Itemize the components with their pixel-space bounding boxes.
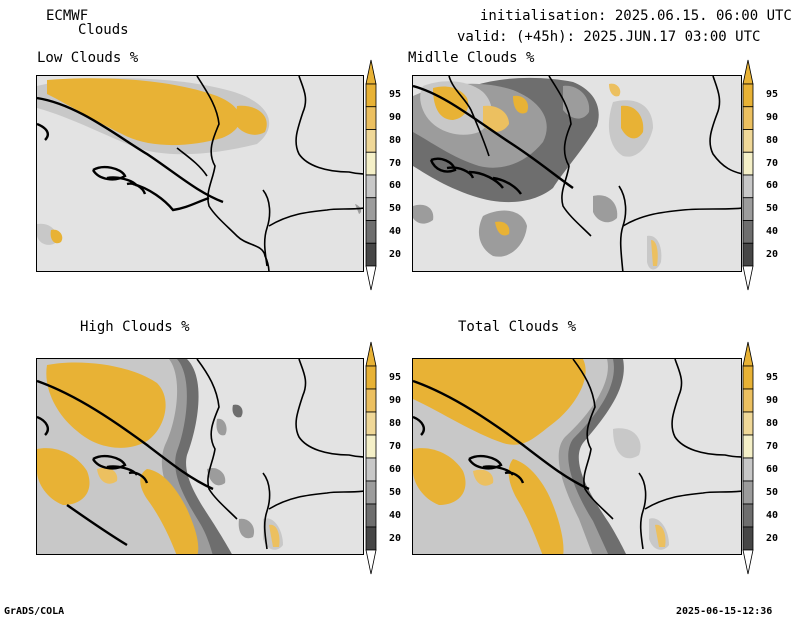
high-clouds-title: High Clouds % [80, 319, 190, 335]
colorbar-label: 40 [389, 225, 402, 237]
total-clouds-colorbar: 95 90 80 70 60 50 40 20 [742, 341, 778, 575]
colorbar-label: 70 [389, 440, 402, 452]
colorbar-swatch [365, 480, 377, 505]
model-name: ECMWF [46, 8, 89, 24]
colorbar-label: 95 [766, 89, 779, 101]
colorbar-swatch [365, 174, 377, 199]
colorbar-swatch [742, 197, 754, 221]
colorbar-top-arrow [365, 341, 377, 367]
colorbar-swatch [365, 457, 377, 482]
middle-clouds-colorbar: 95 90 80 70 60 50 40 20 [742, 59, 778, 291]
colorbar-top-arrow [742, 341, 754, 367]
colorbar-label: 80 [766, 134, 779, 146]
colorbar-graphic [365, 341, 377, 575]
colorbar-bottom-arrow [365, 549, 377, 575]
colorbar-swatch [742, 411, 754, 436]
colorbar-swatch [742, 151, 754, 176]
colorbar-label: 95 [766, 371, 779, 383]
colorbar-label: 60 [766, 180, 779, 192]
colorbar-swatch [365, 365, 377, 390]
colorbar-label: 60 [389, 180, 402, 192]
colorbar-label: 40 [766, 225, 779, 237]
colorbar-swatch [365, 220, 377, 244]
colorbar-swatch [365, 242, 377, 267]
colorbar-label: 50 [389, 486, 402, 498]
colorbar-swatch [365, 434, 377, 459]
colorbar-swatch [365, 151, 377, 176]
colorbar-swatch [365, 503, 377, 528]
total-clouds-title: Total Clouds % [458, 319, 577, 335]
middle-clouds-title: Midlle Clouds % [408, 50, 535, 66]
footer-timestamp: 2025-06-15-12:36 [676, 606, 773, 617]
colorbar-swatch [365, 83, 377, 108]
colorbar-swatch [742, 526, 754, 551]
colorbar-swatch [742, 388, 754, 413]
middle-clouds-map [412, 75, 742, 272]
colorbar-label: 80 [389, 134, 402, 146]
colorbar-label: 40 [389, 509, 402, 521]
colorbar-label: 20 [389, 248, 402, 260]
colorbar-swatch [742, 220, 754, 244]
colorbar-swatch [742, 365, 754, 390]
colorbar-label: 20 [766, 248, 779, 260]
colorbar-label: 95 [389, 89, 402, 101]
colorbar-label: 60 [389, 463, 402, 475]
colorbar-swatch [742, 129, 754, 153]
colorbar-swatch [365, 388, 377, 413]
colorbar-label: 90 [766, 394, 779, 406]
colorbar-label: 70 [766, 440, 779, 452]
colorbar-label: 40 [766, 509, 779, 521]
total-clouds-map [412, 358, 742, 555]
footer-software: GrADS/COLA [4, 606, 65, 617]
colorbar-label: 70 [766, 157, 779, 169]
colorbar-swatch [365, 106, 377, 130]
colorbar-swatch [365, 411, 377, 436]
colorbar-swatch [365, 197, 377, 221]
colorbar-label: 80 [766, 417, 779, 429]
colorbar-graphic [742, 59, 754, 291]
low-clouds-field [37, 76, 363, 271]
low-clouds-map [36, 75, 364, 272]
colorbar-swatch [365, 129, 377, 153]
colorbar-graphic [742, 341, 754, 575]
high-clouds-colorbar: 95 90 80 70 60 50 40 20 [365, 341, 401, 575]
initialisation-time: initialisation: 2025.06.15. 06:00 UTC [480, 8, 792, 24]
middle-clouds-field [413, 76, 741, 271]
colorbar-label: 70 [389, 157, 402, 169]
colorbar-swatch [742, 83, 754, 108]
colorbar-label: 50 [766, 486, 779, 498]
high-clouds-map [36, 358, 364, 555]
colorbar-bottom-arrow [365, 265, 377, 291]
high-clouds-field [37, 359, 363, 554]
valid-time: valid: (+45h): 2025.JUN.17 03:00 UTC [457, 29, 761, 45]
colorbar-swatch [742, 457, 754, 482]
colorbar-swatch [742, 242, 754, 267]
colorbar-label: 80 [389, 417, 402, 429]
colorbar-label: 60 [766, 463, 779, 475]
colorbar-label: 20 [389, 532, 402, 544]
colorbar-swatch [742, 480, 754, 505]
product-name: Clouds [78, 22, 129, 38]
colorbar-label: 90 [389, 394, 402, 406]
colorbar-graphic [365, 59, 377, 291]
colorbar-swatch [742, 434, 754, 459]
low-clouds-title: Low Clouds % [37, 50, 139, 66]
colorbar-swatch [742, 503, 754, 528]
colorbar-label: 90 [389, 112, 402, 124]
colorbar-swatch [365, 526, 377, 551]
colorbar-label: 95 [389, 371, 402, 383]
colorbar-top-arrow [742, 59, 754, 85]
colorbar-swatch [742, 106, 754, 130]
colorbar-bottom-arrow [742, 549, 754, 575]
colorbar-top-arrow [365, 59, 377, 85]
total-clouds-field [413, 359, 741, 554]
colorbar-swatch [742, 174, 754, 199]
colorbar-label: 50 [389, 203, 402, 215]
colorbar-bottom-arrow [742, 265, 754, 291]
colorbar-label: 20 [766, 532, 779, 544]
colorbar-label: 90 [766, 112, 779, 124]
low-clouds-colorbar: 95 90 80 70 60 50 40 20 [365, 59, 401, 291]
colorbar-label: 50 [766, 203, 779, 215]
